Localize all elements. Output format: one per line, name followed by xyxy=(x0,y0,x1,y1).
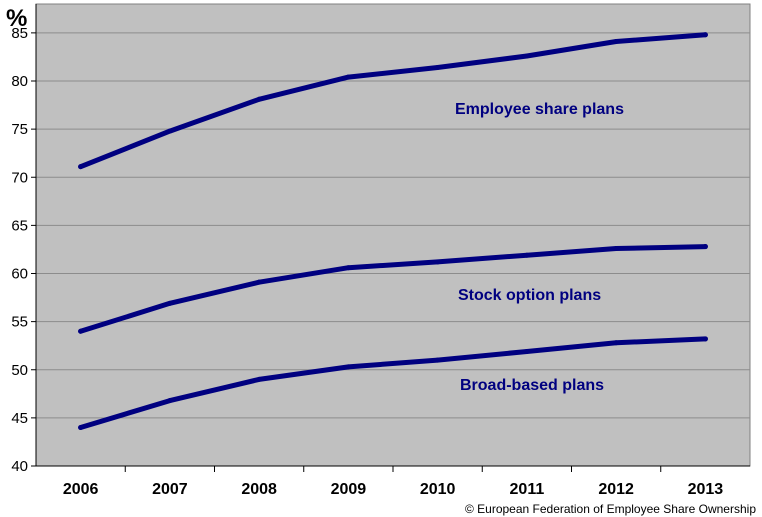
x-tick-label: 2007 xyxy=(152,481,188,498)
data-point xyxy=(524,53,530,59)
series-line-2 xyxy=(78,336,708,430)
data-point xyxy=(167,128,173,134)
series-label-broad-based-plans: Broad-based plans xyxy=(460,377,604,394)
data-point xyxy=(256,376,262,382)
data-point xyxy=(435,357,441,363)
y-tick-label: 55 xyxy=(11,314,28,331)
y-tick-label: 60 xyxy=(11,266,28,283)
x-tick-label: 2012 xyxy=(598,481,634,498)
x-tick-label: 2011 xyxy=(510,481,545,498)
y-tick-label: 50 xyxy=(11,362,28,379)
data-point xyxy=(524,252,530,258)
y-tick-label: 40 xyxy=(11,458,28,475)
data-point xyxy=(256,279,262,285)
x-tick-label: 2010 xyxy=(420,481,456,498)
y-tick-label: 85 xyxy=(11,25,28,42)
series-label-employee-share-plans: Employee share plans xyxy=(455,101,624,118)
data-point xyxy=(345,74,351,80)
data-point xyxy=(435,259,441,265)
data-point xyxy=(435,65,441,71)
y-tick-label: 80 xyxy=(11,73,28,90)
x-tick-label: 2013 xyxy=(688,481,724,498)
y-tick-label: 75 xyxy=(11,121,28,138)
gridlines xyxy=(36,32,750,419)
data-point xyxy=(524,348,530,354)
x-axis-ticks: 2006 2007 2008 2009 2010 2011 2012 2013 xyxy=(63,466,723,498)
data-point xyxy=(167,398,173,404)
data-point xyxy=(613,245,619,251)
x-tick-label: 2008 xyxy=(241,481,277,498)
series-label-stock-option-plans: Stock option plans xyxy=(458,287,601,304)
y-unit-label: % xyxy=(6,5,27,32)
series-line-1 xyxy=(78,244,708,334)
source-credit: © European Federation of Employee Share … xyxy=(465,502,756,516)
data-point xyxy=(702,244,708,250)
data-point xyxy=(78,328,84,334)
x-tick-label: 2006 xyxy=(63,481,99,498)
data-point xyxy=(345,364,351,370)
y-axis-ticks: 40 45 50 55 60 65 70 75 80 85 xyxy=(11,25,36,475)
data-point xyxy=(78,425,84,430)
data-point xyxy=(702,32,708,38)
data-point xyxy=(256,96,262,102)
data-point xyxy=(167,300,173,306)
y-tick-label: 70 xyxy=(11,169,28,186)
data-point xyxy=(613,340,619,346)
y-tick-label: 45 xyxy=(11,410,28,427)
x-tick-label: 2009 xyxy=(331,481,367,498)
data-point xyxy=(345,265,351,271)
data-point xyxy=(702,336,708,342)
series-line-0 xyxy=(78,32,708,170)
y-tick-label: 65 xyxy=(11,217,28,234)
data-point xyxy=(613,39,619,45)
series-lines xyxy=(78,32,708,430)
data-point xyxy=(78,164,84,170)
